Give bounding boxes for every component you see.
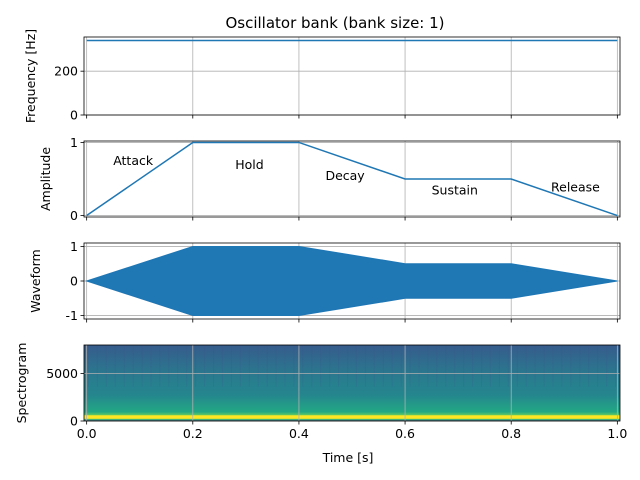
y-tick-label: 0 xyxy=(70,274,78,289)
y-tick-label: 0 xyxy=(70,208,78,223)
frequency-grid xyxy=(84,37,620,116)
chart-title: Oscillator bank (bank size: 1) xyxy=(225,14,444,32)
amplitude-grid xyxy=(84,141,620,217)
amplitude-ylabel: Amplitude xyxy=(38,147,53,211)
y-tick-label: 1 xyxy=(70,135,78,150)
waveform-envelope xyxy=(85,245,618,317)
y-tick-label: -1 xyxy=(66,308,78,323)
spectrogram-panel: 0 5000 0.0 0.2 0.4 0.6 0.8 1.0 Spectrogram Time… xyxy=(14,343,627,465)
frequency-axes-frame xyxy=(83,36,621,116)
frequency-ticks: 0 200 xyxy=(54,64,618,123)
amplitude-axes-frame xyxy=(83,140,621,218)
spectrogram-image xyxy=(84,345,620,421)
frequency-ylabel: Frequency [Hz] xyxy=(23,29,38,123)
spectrogram-ticks: 0 5000 0.0 0.2 0.4 0.6 0.8 1.0 xyxy=(46,366,627,441)
amplitude-ticks: 01 xyxy=(70,135,618,223)
x-tick-label: 1.0 xyxy=(607,426,627,441)
waveform-ticks: -1 0 1 xyxy=(66,239,618,323)
annotation-attack: Attack xyxy=(113,153,154,168)
frequency-panel: 0 200 Frequency [Hz] xyxy=(23,29,621,123)
time-xlabel: Time [s] xyxy=(322,450,374,465)
x-tick-label: 0.0 xyxy=(77,426,97,441)
series-line xyxy=(86,141,618,217)
x-tick-label: 0.2 xyxy=(183,426,203,441)
y-tick-label: 1 xyxy=(70,239,78,254)
amplitude-annotations: Attack Hold Decay Sustain Release xyxy=(113,153,600,197)
waveform-series xyxy=(85,245,618,317)
y-tick-label: 5000 xyxy=(46,366,78,381)
spectrogram-ylabel: Spectrogram xyxy=(14,343,29,424)
y-tick-label: 0 xyxy=(70,108,78,123)
spectrogram-axes-frame xyxy=(83,344,621,422)
annotation-release: Release xyxy=(551,180,600,195)
x-tick-label: 0.8 xyxy=(501,426,521,441)
spectrogram-tone-band xyxy=(84,415,620,419)
waveform-panel: -1 0 1 Waveform xyxy=(28,239,621,323)
y-tick-label: 0 xyxy=(70,414,78,429)
spectrogram-highfreq-shade xyxy=(84,345,620,421)
annotation-hold: Hold xyxy=(235,157,263,172)
amplitude-series xyxy=(86,141,618,217)
annotation-sustain: Sustain xyxy=(432,182,478,197)
y-tick-label: 200 xyxy=(54,64,78,79)
waveform-ylabel: Waveform xyxy=(28,249,43,312)
x-tick-label: 0.4 xyxy=(289,426,309,441)
x-tick-label: 0.6 xyxy=(395,426,415,441)
annotation-decay: Decay xyxy=(325,168,365,183)
